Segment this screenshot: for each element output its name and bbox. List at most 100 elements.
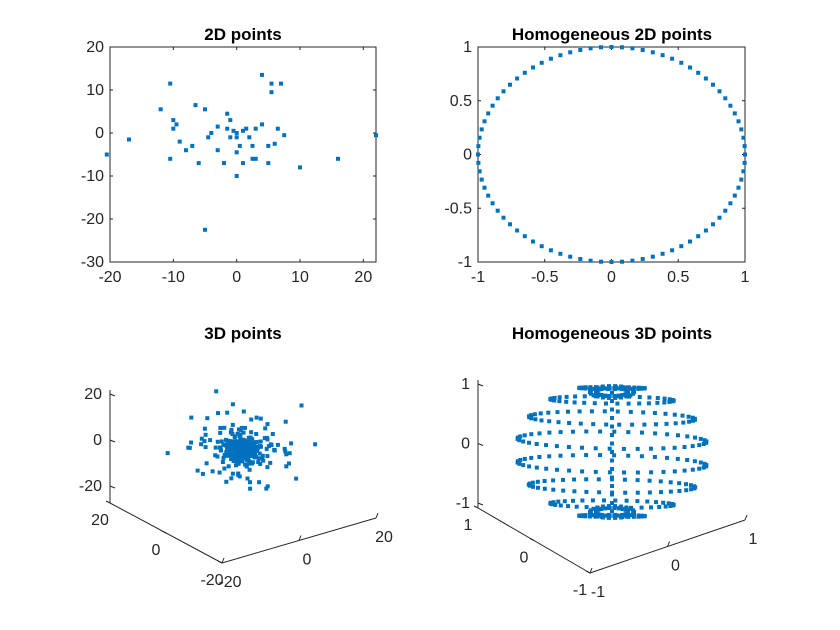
data-point <box>600 395 605 400</box>
data-point <box>234 452 239 457</box>
data-point <box>522 456 527 461</box>
data-point <box>588 385 593 390</box>
x-tick-label: 1 <box>741 269 750 286</box>
data-point <box>693 435 697 440</box>
data-point <box>577 409 582 414</box>
y-tick-label: 0 <box>95 125 104 142</box>
data-point <box>196 161 201 166</box>
data-point <box>229 427 234 432</box>
data-point <box>264 435 269 440</box>
data-point <box>186 445 191 450</box>
data-point <box>253 156 258 161</box>
data-point <box>476 152 480 157</box>
data-point <box>232 458 237 463</box>
data-point <box>224 449 229 454</box>
data-point <box>603 393 608 398</box>
data-point <box>250 461 254 466</box>
data-point <box>615 401 620 406</box>
data-point <box>259 444 263 449</box>
data-point <box>639 454 644 459</box>
data-point <box>620 45 624 50</box>
data-point <box>610 509 614 514</box>
x-ticks-2d-points: -20 -10 0 10 20 <box>98 47 372 286</box>
data-point <box>269 81 274 86</box>
z-tick-mark <box>109 393 116 397</box>
data-point <box>668 504 673 508</box>
data-point <box>184 148 188 153</box>
data-point <box>252 452 257 457</box>
data-point <box>612 514 617 518</box>
data-point <box>177 139 182 144</box>
data-point <box>531 484 535 489</box>
data-point <box>591 422 596 427</box>
data-point <box>578 257 583 261</box>
data-point <box>548 56 553 61</box>
y-tick-label: 10 <box>86 82 104 99</box>
data-point <box>193 103 198 108</box>
data-point <box>238 436 243 441</box>
data-point <box>336 156 340 161</box>
data-point <box>677 481 682 486</box>
data-point <box>219 439 224 444</box>
x-tick-label: 20 <box>354 269 372 286</box>
data-point <box>665 432 670 437</box>
y-tick-label: 20 <box>86 39 104 56</box>
data-point <box>272 448 277 453</box>
subplot-homogeneous-2d: Homogeneous 2D points -1 -0.5 0 0.5 1 10.50-… <box>444 25 749 286</box>
data-point <box>571 429 575 434</box>
data-point <box>260 456 264 461</box>
data-point <box>531 239 535 244</box>
data-point <box>210 469 215 474</box>
data-point <box>236 471 241 476</box>
data-point <box>246 458 251 463</box>
data-point <box>218 430 223 435</box>
data-point <box>685 458 690 462</box>
data-point <box>562 499 567 504</box>
data-point <box>247 467 252 472</box>
data-point <box>659 490 663 495</box>
data-point <box>204 461 209 466</box>
data-point <box>558 503 563 508</box>
data-point <box>610 467 614 471</box>
data-point <box>628 386 633 391</box>
data-point <box>218 445 222 450</box>
points-2d <box>104 72 378 232</box>
data-point <box>642 514 647 519</box>
data-point <box>521 439 526 444</box>
data-point <box>544 443 548 448</box>
data-point <box>555 410 560 415</box>
data-point <box>635 470 640 475</box>
data-point <box>205 416 210 421</box>
data-point <box>542 479 547 483</box>
data-point <box>242 438 247 443</box>
data-point <box>479 177 484 182</box>
y-tick-label: 20 <box>91 512 109 529</box>
data-point <box>610 450 614 454</box>
data-point <box>703 228 708 233</box>
data-point <box>610 441 614 446</box>
data-point <box>258 439 263 444</box>
data-point <box>623 392 628 397</box>
data-point <box>521 463 526 468</box>
data-point <box>588 46 593 51</box>
x-tick-mark <box>375 512 379 519</box>
data-point <box>552 398 557 403</box>
data-point <box>701 442 706 446</box>
data-point <box>662 400 667 405</box>
data-point <box>265 484 270 489</box>
data-point <box>626 430 631 435</box>
data-point <box>624 514 629 519</box>
data-point <box>742 144 747 149</box>
data-point <box>283 449 288 454</box>
x-tick-label: -20 <box>218 574 241 591</box>
data-point <box>284 464 289 469</box>
data-point <box>231 128 236 133</box>
data-point <box>270 432 275 436</box>
data-point <box>610 492 614 497</box>
data-point <box>610 390 614 395</box>
data-point <box>476 144 481 149</box>
data-point <box>591 393 596 398</box>
x-tick-label: -20 <box>98 269 121 286</box>
data-point <box>711 222 715 227</box>
